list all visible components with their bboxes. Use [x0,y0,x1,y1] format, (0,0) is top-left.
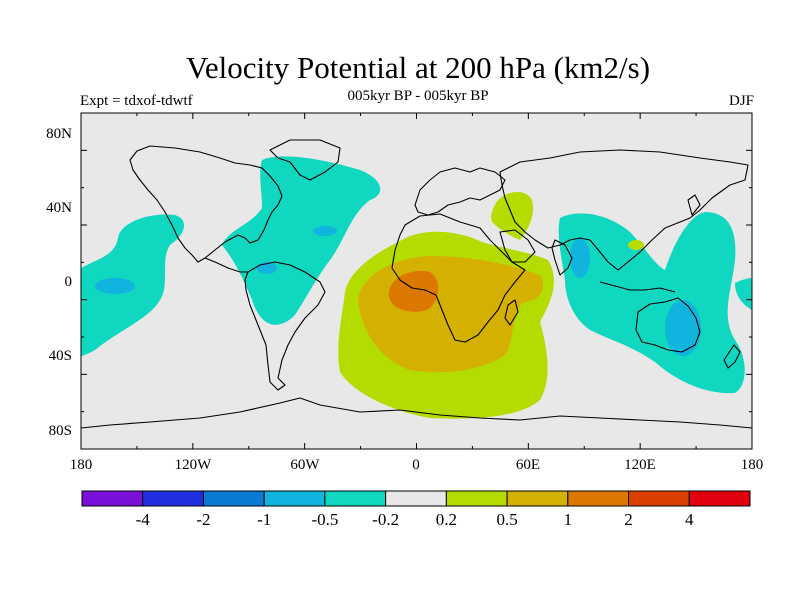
coast-africa [391,213,526,343]
lat-label-0: 0 [65,274,73,290]
colorbar-label: -1 [257,510,271,529]
season-label: DJF [728,93,754,109]
contour-pos-philippines [628,240,644,250]
colorbar-label: -2 [196,510,210,529]
coast-central-america [204,257,248,273]
coast-south-america [244,261,326,391]
colorbar-label: 2 [624,510,633,529]
coast-asia [499,149,749,271]
lon-label-180w: 180 [70,457,93,473]
colorbar-swatch [202,490,265,507]
colorbar-swatch [324,490,387,507]
lon-label-60e: 60E [516,457,540,473]
coast-europe [414,167,506,216]
colorbar-swatch [263,490,326,507]
colorbar-swatch [385,490,447,507]
coastlines [81,139,752,429]
colorbar [81,490,751,507]
lon-label-0: 0 [412,457,420,473]
coast-greenland [269,139,341,181]
contour-neg-date-line [735,278,752,310]
coast-japan [687,194,701,216]
coast-india [551,239,573,276]
contour-neg2-bay-of-bengal [570,238,590,278]
contour-neg2-pacific [95,278,135,294]
lat-label-80n: 80N [46,126,72,142]
lon-label-120e: 120E [624,457,656,473]
coast-antarctica [81,397,752,429]
colorbar-label: 0.2 [436,510,457,529]
contour-neg-west-pacific [558,212,745,394]
experiment-label: Expt = tdxof-tdwtf [80,93,193,109]
coast-arabia [499,229,536,263]
contour-neg-north-atlantic [222,156,381,325]
colorbar-labels: -4 -2 -1 -0.5 -0.2 0.2 0.5 1 2 4 [136,510,694,529]
lon-label-180e: 180 [741,457,764,473]
coast-madagascar [504,299,519,326]
coast-north-america [129,145,283,263]
axis-ticks [80,112,753,450]
colorbar-label: -0.5 [311,510,338,529]
map-subtitle: 005kyr BP - 005kyr BP [347,88,489,104]
coast-new-zealand [723,344,741,369]
lon-label-120w: 120W [175,457,213,473]
colorbar-swatch [142,490,204,507]
colorbar-label: -0.2 [372,510,399,529]
contour-neg2-australia [665,300,701,356]
colorbar-label: 0.5 [496,510,517,529]
lat-label-40n: 40N [46,200,72,216]
coast-australia [635,297,701,353]
colorbar-label: 1 [564,510,573,529]
contour-fields [81,156,752,419]
colorbar-swatch [628,490,690,507]
colorbar-swatch [688,490,751,507]
lat-label-40s: 40S [49,348,72,364]
colorbar-swatch [506,490,569,507]
colorbar-label: 4 [685,510,694,529]
lon-label-60w: 60W [290,457,320,473]
colorbar-swatch [81,490,144,507]
contour-neg2-atlantic [313,226,337,236]
map-title: Velocity Potential at 200 hPa (km2/s) [185,50,651,85]
colorbar-swatch [567,490,630,507]
colorbar-swatch [445,490,508,507]
colorbar-label: -4 [136,510,151,529]
lat-label-80s: 80S [49,423,72,439]
coast-indonesia [599,281,676,293]
